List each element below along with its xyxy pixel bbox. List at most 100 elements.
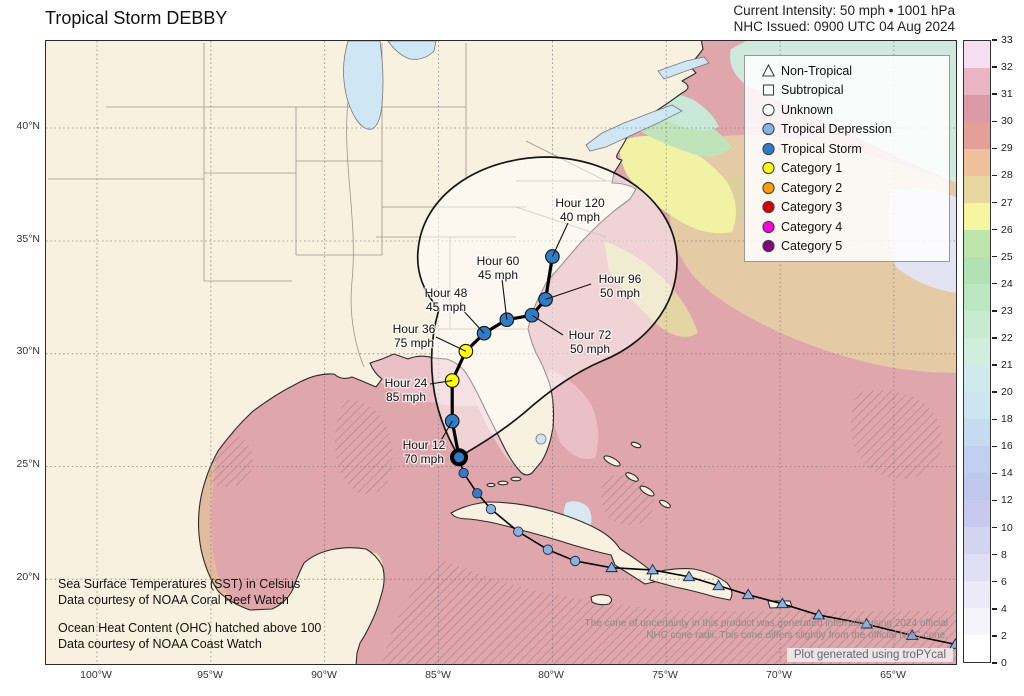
colorbar-tick-label: 2 <box>1001 629 1007 642</box>
legend-item: Category 1 <box>755 159 941 179</box>
colorbar-tick-label: 12 <box>1001 494 1013 507</box>
past-point-circle <box>570 555 581 567</box>
past-point-triangle <box>682 570 696 582</box>
colorbar-tick <box>992 553 997 556</box>
circle-marker-icon <box>755 180 781 196</box>
past-point-triangle <box>905 629 919 640</box>
lon-label: 70°W <box>766 669 792 681</box>
great-lakes <box>343 41 710 445</box>
colorbar-segment <box>964 122 990 149</box>
annotation-hour: Hour 60 <box>477 254 520 268</box>
annotation-hour: Hour 12 <box>403 438 446 452</box>
colorbar-segment <box>964 608 990 635</box>
colorbar-tick <box>992 364 997 366</box>
lon-label: 75°W <box>652 669 678 681</box>
colorbar-tick-label: 10 <box>1001 521 1013 534</box>
colorbar-tick-label: 0 <box>1001 657 1007 669</box>
annotation-leader-line <box>429 380 453 385</box>
annotation-leader-line <box>545 283 592 300</box>
colorbar-tick <box>992 283 997 285</box>
lon-label: 80°W <box>538 669 564 681</box>
colorbar-tick <box>992 120 997 122</box>
sst-colorbar: 0 2 4 6 8 10 12 14 16 18 20 21 22 23 24 25 26 27 28 29 30 31 3… <box>963 34 1023 669</box>
header-info: Current Intensity: 50 mph • 1001 hPa NHC… <box>733 3 955 35</box>
colorbar-tick-label: 14 <box>1001 467 1013 480</box>
sst-credit: Sea Surface Temperatures (SST) in Celsiu… <box>58 576 300 608</box>
tropycal-watermark: Plot generated using troPYcal <box>786 648 953 662</box>
sst-colorbar-gradient <box>963 40 991 663</box>
circle-marker-icon <box>755 199 781 215</box>
cone-disclaimer: The cone of uncertainty in this product … <box>585 618 948 642</box>
colorbar-tick-label: 30 <box>1001 115 1013 128</box>
colorbar-tick-label: 8 <box>1001 548 1007 561</box>
cone-disclaimer-line1: The cone of uncertainty in this product … <box>584 618 948 629</box>
colorbar-tick-label: 29 <box>1001 142 1013 155</box>
triangle-marker-icon <box>755 63 781 79</box>
circle-marker-icon <box>755 102 781 118</box>
annotation-wind: 40 mph <box>560 210 600 224</box>
colorbar-tick <box>992 93 997 95</box>
legend-item: Category 4 <box>755 217 941 237</box>
legend-item-label: Category 3 <box>781 200 843 215</box>
forecast-cone <box>416 156 678 459</box>
colorbar-tick <box>992 337 997 339</box>
colorbar-tick <box>992 39 997 41</box>
lon-label: 65°W <box>880 669 906 681</box>
colorbar-segment <box>964 176 990 203</box>
colorbar-segment <box>964 365 990 392</box>
forecast-point <box>499 312 515 328</box>
colorbar-tick-label: 21 <box>1001 359 1013 372</box>
annotation-wind: 45 mph <box>426 300 466 314</box>
circle-marker-icon <box>755 121 781 137</box>
past-point-circle <box>458 467 469 479</box>
lat-label: 25°N <box>16 458 40 470</box>
ohc-credit: Ocean Heat Content (OHC) hatched above 1… <box>58 620 321 652</box>
colorbar-tick-label: 25 <box>1001 250 1013 263</box>
legend-item-label: Non-Tropical <box>781 63 853 78</box>
colorbar-segment <box>964 203 990 230</box>
colorbar-segment <box>964 230 990 257</box>
colorbar-tick <box>992 174 997 177</box>
annotation-wind: 75 mph <box>394 336 434 350</box>
legend-item: Category 2 <box>755 178 941 198</box>
colorbar-tick <box>992 662 997 664</box>
colorbar-tick <box>992 418 997 420</box>
forecast-point <box>444 373 460 388</box>
past-point-triangle <box>949 638 956 649</box>
colorbar-tick <box>992 66 997 68</box>
square-marker-icon <box>755 82 781 98</box>
sst-credit-line2: Data courtesy of NOAA Coral Reef Watch <box>58 593 289 607</box>
colorbar-segment <box>964 149 990 176</box>
colorbar-segment <box>964 635 990 662</box>
colorbar-tick <box>992 472 997 475</box>
legend-item: Category 3 <box>755 198 941 218</box>
colorbar-segment <box>964 419 990 446</box>
colorbar-tick <box>992 310 997 312</box>
annotation-wind: 70 mph <box>404 452 444 466</box>
colorbar-tick-label: 16 <box>1001 440 1013 453</box>
colorbar-segment <box>964 527 990 554</box>
past-point-triangle <box>775 597 789 609</box>
lon-label: 95°W <box>197 669 223 681</box>
current-position-marker <box>450 448 469 467</box>
annotation-hour: Hour 120 <box>555 196 605 210</box>
current-intensity: Current Intensity: 50 mph • 1001 hPa <box>733 3 955 18</box>
colorbar-segment <box>964 257 990 284</box>
past-point-triangle <box>741 588 755 600</box>
colorbar-segment <box>964 284 990 311</box>
colorbar-tick <box>992 635 997 637</box>
lat-label: 40°N <box>16 120 40 132</box>
past-point-triangle <box>860 617 874 629</box>
legend-item-label: Tropical Storm <box>781 141 862 156</box>
lat-label: 35°N <box>16 233 40 245</box>
colorbar-tick-label: 33 <box>1001 34 1013 46</box>
legend-item-label: Unknown <box>781 102 834 117</box>
legend-item: Tropical Storm <box>755 139 941 159</box>
sst-credit-line1: Sea Surface Temperatures (SST) in Celsiu… <box>58 577 301 591</box>
legend-item-label: Tropical Depression <box>781 122 892 137</box>
lat-label: 30°N <box>16 345 40 357</box>
annotation-leader-line <box>435 336 467 352</box>
legend-item: Non-Tropical <box>755 61 941 81</box>
ohc-credit-line1: Ocean Heat Content (OHC) hatched above 1… <box>58 621 322 635</box>
annotation-leader-line <box>531 314 564 336</box>
